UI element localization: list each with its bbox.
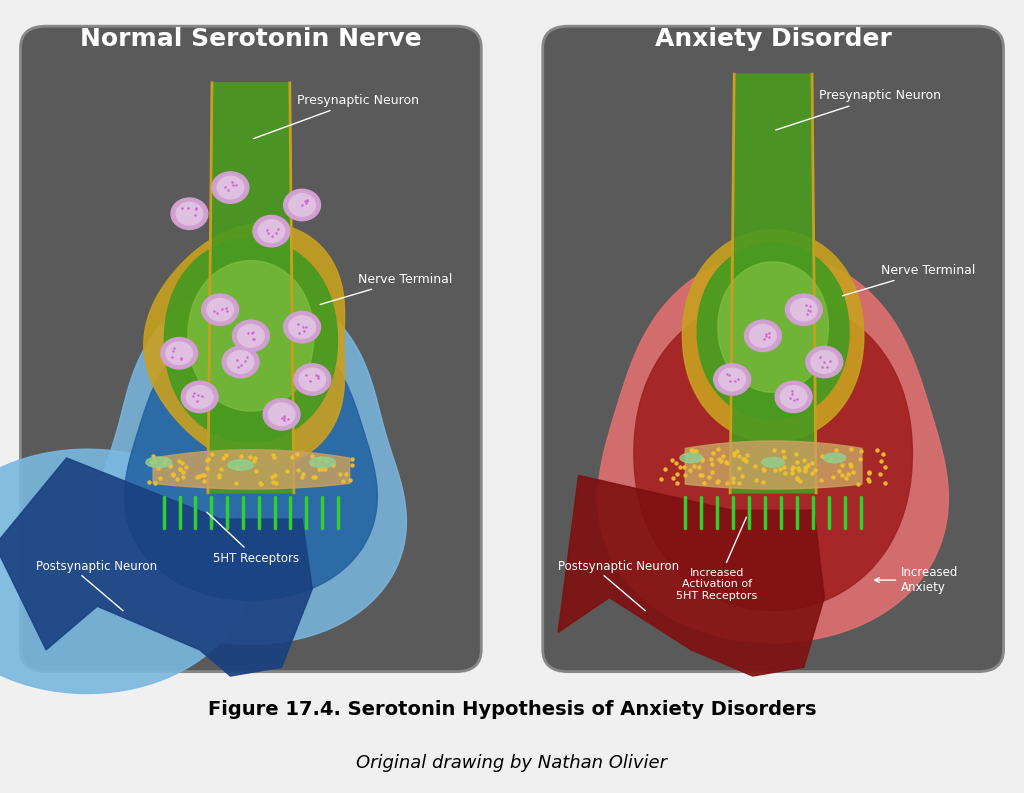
- Polygon shape: [558, 476, 824, 676]
- Text: Presynaptic Neuron: Presynaptic Neuron: [254, 94, 419, 139]
- Polygon shape: [125, 318, 377, 600]
- Circle shape: [186, 385, 213, 408]
- Circle shape: [719, 368, 745, 391]
- Circle shape: [181, 381, 218, 412]
- Text: Postsynaptic Neuron: Postsynaptic Neuron: [558, 561, 679, 573]
- Circle shape: [289, 316, 315, 339]
- Circle shape: [258, 220, 285, 243]
- Circle shape: [176, 202, 203, 225]
- Polygon shape: [682, 230, 864, 442]
- Circle shape: [268, 403, 295, 426]
- Circle shape: [284, 312, 321, 343]
- Circle shape: [171, 198, 208, 229]
- Circle shape: [212, 172, 249, 203]
- Circle shape: [791, 298, 817, 321]
- Polygon shape: [0, 458, 312, 676]
- Circle shape: [811, 351, 838, 374]
- Text: Figure 17.4. Serotonin Hypothesis of Anxiety Disorders: Figure 17.4. Serotonin Hypothesis of Anx…: [208, 700, 816, 719]
- Circle shape: [806, 347, 843, 377]
- Circle shape: [222, 347, 259, 377]
- Ellipse shape: [146, 457, 172, 468]
- Polygon shape: [165, 238, 337, 442]
- Polygon shape: [143, 224, 344, 465]
- Polygon shape: [208, 83, 294, 492]
- Circle shape: [284, 190, 321, 220]
- Text: Increased
Anxiety: Increased Anxiety: [874, 566, 958, 594]
- Circle shape: [207, 298, 233, 321]
- Circle shape: [263, 399, 300, 430]
- FancyBboxPatch shape: [543, 26, 1004, 672]
- Ellipse shape: [762, 458, 784, 467]
- Circle shape: [294, 364, 331, 395]
- Polygon shape: [188, 261, 313, 411]
- Polygon shape: [0, 450, 251, 693]
- Text: Normal Serotonin Nerve: Normal Serotonin Nerve: [80, 27, 422, 52]
- Circle shape: [227, 351, 254, 374]
- Polygon shape: [95, 283, 407, 644]
- Ellipse shape: [823, 453, 846, 463]
- Text: Original drawing by Nathan Olivier: Original drawing by Nathan Olivier: [356, 754, 668, 772]
- Polygon shape: [634, 297, 912, 611]
- Text: Nerve Terminal: Nerve Terminal: [321, 273, 453, 305]
- Circle shape: [253, 216, 290, 247]
- Circle shape: [161, 338, 198, 369]
- Polygon shape: [598, 253, 948, 643]
- Circle shape: [232, 320, 269, 351]
- Text: Postsynaptic Neuron: Postsynaptic Neuron: [36, 561, 157, 573]
- Ellipse shape: [227, 460, 254, 470]
- Circle shape: [166, 342, 193, 365]
- Polygon shape: [730, 74, 816, 492]
- Circle shape: [785, 294, 822, 325]
- Text: Anxiety Disorder: Anxiety Disorder: [654, 27, 892, 52]
- Ellipse shape: [310, 457, 336, 468]
- Text: Increased
Activation of
5HT Receptors: Increased Activation of 5HT Receptors: [676, 517, 758, 601]
- FancyBboxPatch shape: [20, 26, 481, 672]
- Polygon shape: [718, 262, 828, 393]
- Circle shape: [714, 364, 751, 395]
- Circle shape: [238, 324, 264, 347]
- Circle shape: [299, 368, 326, 391]
- Circle shape: [775, 381, 812, 412]
- Circle shape: [780, 385, 807, 408]
- Text: 5HT Receptors: 5HT Receptors: [207, 512, 299, 565]
- Circle shape: [750, 324, 776, 347]
- Ellipse shape: [680, 453, 702, 463]
- Circle shape: [744, 320, 781, 351]
- Polygon shape: [697, 243, 849, 419]
- Text: Presynaptic Neuron: Presynaptic Neuron: [776, 90, 941, 130]
- Circle shape: [217, 176, 244, 199]
- Circle shape: [289, 193, 315, 216]
- Text: Nerve Terminal: Nerve Terminal: [843, 264, 975, 296]
- Circle shape: [202, 294, 239, 325]
